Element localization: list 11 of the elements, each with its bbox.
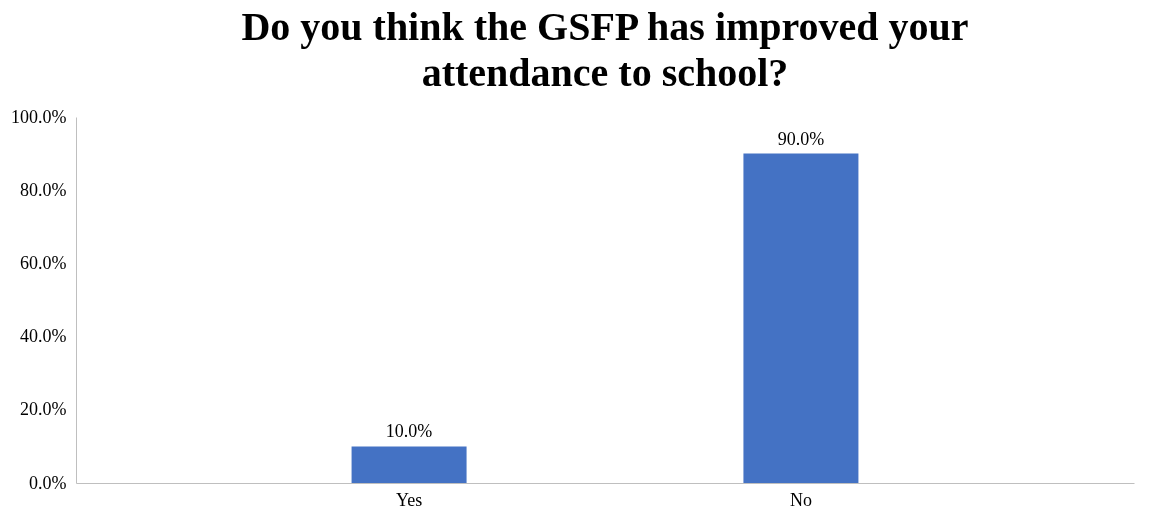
- y-tick-label: 40.0%: [20, 326, 67, 347]
- data-label: 10.0%: [385, 421, 433, 442]
- data-label: 90.0%: [777, 128, 825, 149]
- y-tick-label: 60.0%: [20, 252, 67, 273]
- y-tick-label: 0.0%: [29, 472, 67, 493]
- y-tick-label: 20.0%: [20, 399, 67, 420]
- y-tick-label: 100.0%: [11, 106, 67, 127]
- chart-title: Do you think the GSFP has improved your attendance to school?: [241, 4, 969, 95]
- x-tick-label: Yes: [395, 489, 423, 510]
- x-tick-label: No: [789, 489, 812, 510]
- y-tick-label: 80.0%: [20, 179, 67, 200]
